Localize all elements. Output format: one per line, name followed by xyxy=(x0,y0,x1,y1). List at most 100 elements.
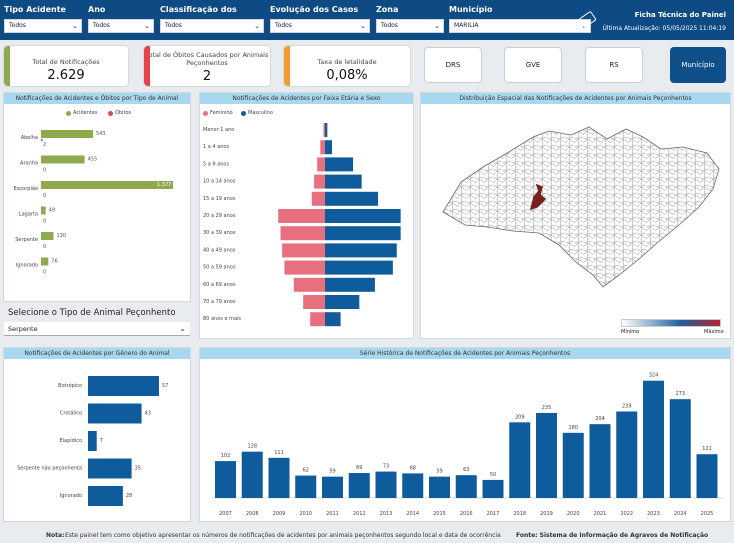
year-tick-label: 2024 xyxy=(674,511,687,517)
age-category-label: 60 a 69 anos xyxy=(203,282,236,288)
bar-masculino xyxy=(325,140,333,155)
bar-obitos-label: 0 xyxy=(43,244,46,250)
filter-5: Zona Todos ⌄ xyxy=(376,3,444,33)
genus-title: Notificações de Acidentes por Gênero do … xyxy=(4,348,190,359)
filter-dropdown[interactable]: Todos ⌄ xyxy=(270,19,370,33)
year-tick-label: 2007 xyxy=(219,511,232,517)
map-gradient-legend xyxy=(621,319,721,327)
kpi-accent-bar xyxy=(284,46,290,86)
filter-label: Classificação dos Casos xyxy=(160,5,237,27)
filter-dropdown[interactable]: MARILIA ⌄ xyxy=(449,19,591,33)
animal-selector-title: Selecione o Tipo de Animal Peçonhento xyxy=(8,308,176,318)
genus-category-label: Ignorado xyxy=(60,493,82,499)
legend-feminino: Feminino xyxy=(203,110,233,116)
chevron-down-icon: ⌄ xyxy=(179,324,186,333)
bar-year xyxy=(536,412,557,498)
bar-acidentes-label: 130 xyxy=(56,233,66,239)
genus-category-label: Elapídico xyxy=(59,437,82,444)
chevron-down-icon: ⌄ xyxy=(144,22,150,30)
bar-year xyxy=(295,475,317,498)
animal-type-title: Notificações de Acidentes e Óbitos por T… xyxy=(4,93,190,104)
bar-year xyxy=(589,424,611,498)
bar-year xyxy=(322,476,343,498)
age-sex-panel: Notificações de Acidentes por Faixa Etár… xyxy=(199,92,414,339)
filter-4: Evolução dos Casos Todos ⌄ xyxy=(270,3,370,33)
animal-selector-dropdown[interactable]: Serpente ⌄ xyxy=(4,322,190,336)
age-category-label: Menor 1 ano xyxy=(203,127,234,133)
bar-year xyxy=(348,473,370,498)
year-tick-label: 2017 xyxy=(487,511,500,517)
filter-label: Evolução dos Casos xyxy=(270,5,359,14)
bar-year-label: 62 xyxy=(303,468,309,474)
filter-label: Ano xyxy=(88,5,106,14)
bar-feminino xyxy=(317,157,325,172)
age-category-label: 40 a 49 anos xyxy=(203,247,236,253)
bar-genus-label: 7 xyxy=(100,438,103,444)
kpi-card-1: Total de Notificações 2.629 xyxy=(3,45,129,87)
level-button-drs[interactable]: DRS xyxy=(424,47,482,83)
filter-dropdown[interactable]: Todos ⌄ xyxy=(160,19,264,33)
bar-year xyxy=(696,454,718,498)
map-legend-min: Mínimo xyxy=(621,329,640,335)
age-category-label: 1 a 4 anos xyxy=(203,144,229,150)
year-tick-label: 2019 xyxy=(540,511,553,517)
bar-year xyxy=(509,422,531,498)
legend-acidentes: Acidentes xyxy=(66,110,98,116)
filter-value: MARILIA xyxy=(454,22,479,29)
filter-value: Todos xyxy=(165,22,182,29)
bar-obitos-label: 2 xyxy=(43,142,46,148)
filter-dropdown[interactable]: Todos ⌄ xyxy=(376,19,444,33)
bar-acidentes-label: 76 xyxy=(51,259,57,265)
marilia-highlight[interactable] xyxy=(529,183,547,211)
age-category-label: 50 a 59 anos xyxy=(203,265,236,271)
bar-genus-label: 28 xyxy=(126,493,132,499)
bar-genus-label: 35 xyxy=(135,466,141,472)
bar-feminino xyxy=(320,140,325,155)
year-tick-label: 2010 xyxy=(299,511,312,517)
legend-dot-masculino xyxy=(241,110,246,116)
footer-note: Este painel tem como objetivo apresentar… xyxy=(65,532,501,539)
bar-masculino xyxy=(325,209,401,223)
filter-dropdown[interactable]: Todos ⌄ xyxy=(88,19,154,33)
kpi-title: Taxa de letalidade xyxy=(317,58,377,66)
bar-masculino xyxy=(325,312,341,327)
kpi-title: Total de Notificações xyxy=(32,58,100,66)
bar-year-label: 273 xyxy=(675,391,685,397)
bar-year xyxy=(643,380,664,498)
map-panel: Distribuição Espacial das Notificações d… xyxy=(420,92,731,339)
bar-acidentes xyxy=(41,130,94,138)
genus-category-label: Botrópico xyxy=(58,382,82,389)
level-button-município[interactable]: Município xyxy=(670,47,726,83)
year-tick-label: 2025 xyxy=(701,511,714,517)
bar-year-label: 59 xyxy=(329,469,335,475)
bar-obitos xyxy=(41,139,43,141)
filter-dropdown[interactable]: Todos ⌄ xyxy=(4,19,82,33)
bar-genus xyxy=(88,486,123,506)
bar-year-label: 73 xyxy=(383,464,389,470)
kpi-value: 0,08% xyxy=(326,68,368,83)
filter-1: Tipo Acidente Todos ⌄ xyxy=(4,3,82,33)
bar-genus xyxy=(88,376,159,396)
bar-obitos-label: 0 xyxy=(43,219,46,225)
sao-paulo-map[interactable] xyxy=(421,107,730,297)
filter-6: Município MARILIA ⌄ xyxy=(449,3,591,33)
bar-masculino xyxy=(325,295,360,309)
level-button-rs[interactable]: RS xyxy=(585,47,643,83)
map-legend-max: Máximo xyxy=(704,329,724,335)
technical-sheet-link[interactable]: Ficha Técnica do Painel xyxy=(634,11,726,19)
bar-feminino xyxy=(314,174,325,189)
series-panel: Série Histórica de Notificações de Acide… xyxy=(199,347,731,522)
genus-panel: Notificações de Acidentes por Gênero do … xyxy=(3,347,191,522)
animal-category-label: Lagarta xyxy=(19,212,38,218)
legend-label-feminino: Feminino xyxy=(210,110,233,116)
bar-acidentes-label: 1.377 xyxy=(157,182,171,188)
bar-masculino xyxy=(325,174,362,189)
year-tick-label: 2009 xyxy=(273,511,286,517)
state-municipalities xyxy=(443,127,719,287)
level-button-gve[interactable]: GVE xyxy=(504,47,562,83)
animal-category-label: Aranha xyxy=(20,161,38,167)
animal-category-label: Ignorado xyxy=(16,263,38,269)
kpi-accent-bar xyxy=(144,46,150,86)
kpi-card-3: Taxa de letalidade 0,08% xyxy=(283,45,411,87)
bar-year-label: 239 xyxy=(622,403,632,409)
